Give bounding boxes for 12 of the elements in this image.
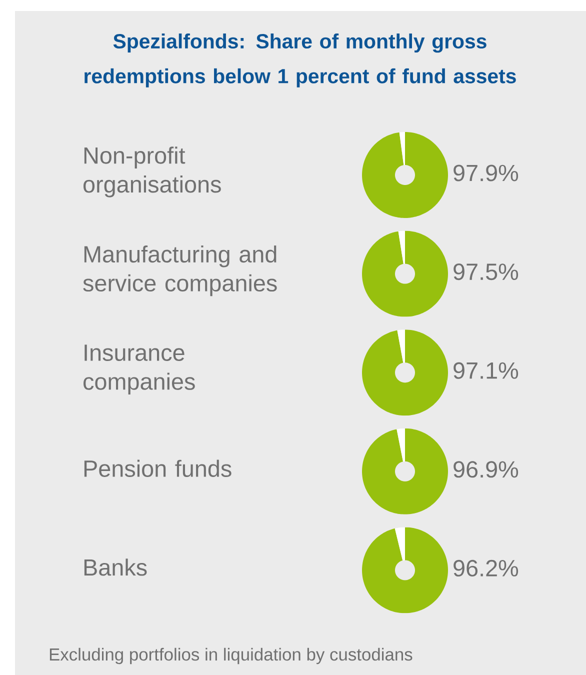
data-label: 97.9% (454, 164, 518, 182)
data-label: 97.1% (454, 362, 518, 379)
text: Banks (84, 558, 147, 576)
text: Manufacturing and service companies (83, 245, 277, 296)
data-label: 96.2% (454, 560, 518, 576)
text: Spezialfonds: Share of monthly gross redemptions below 1 percent of fund assets (84, 34, 516, 88)
data-label: 96.9% (454, 461, 518, 478)
text: Insurance companies (84, 344, 195, 395)
data-label: 97.5% (454, 264, 518, 280)
text: Excluding portfolios in liquidation by custodians (50, 648, 412, 664)
text: Pension funds (84, 460, 232, 477)
text: Non-profit organisations (84, 146, 221, 198)
